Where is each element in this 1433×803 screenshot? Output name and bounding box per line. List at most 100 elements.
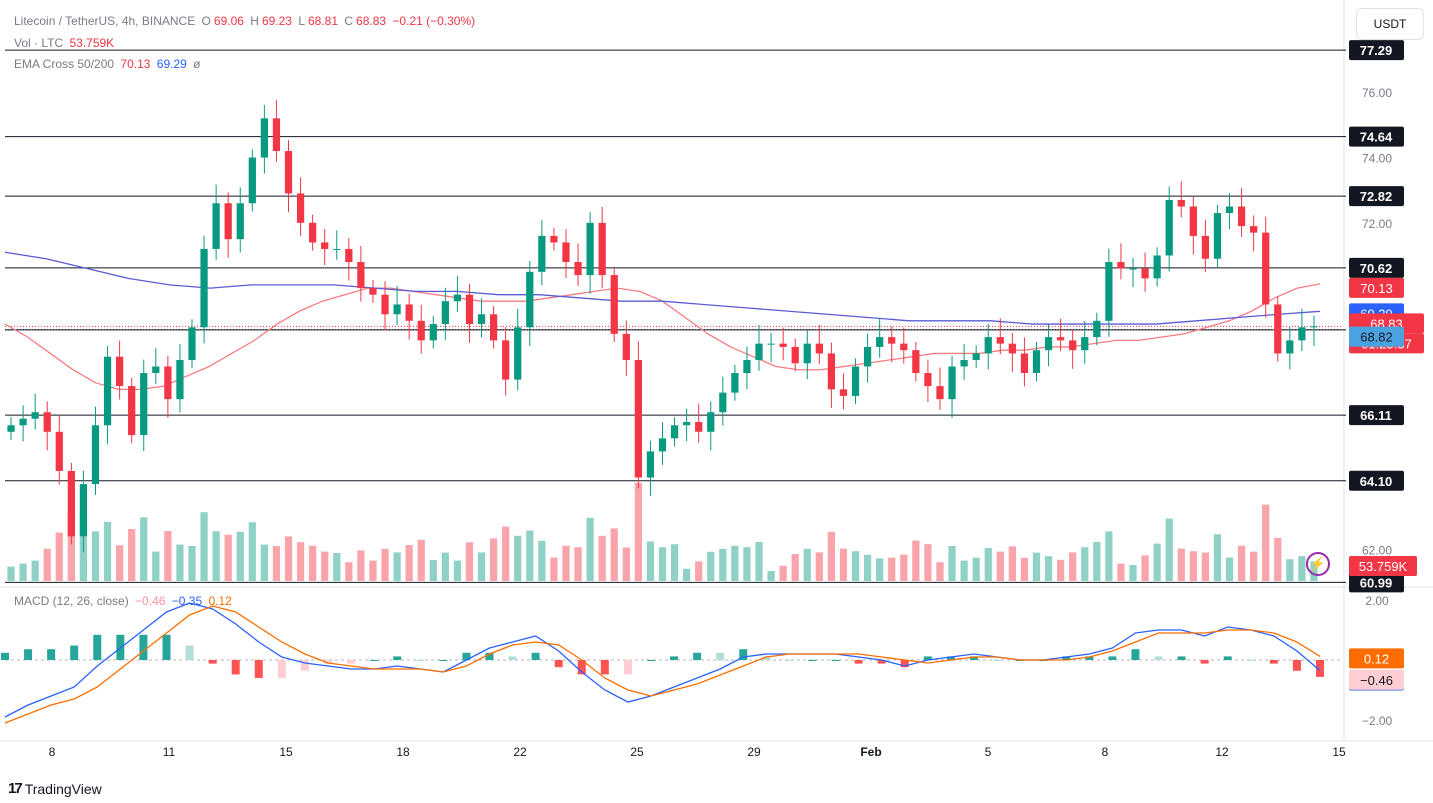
macd-histogram-bar [623,660,632,675]
volume-bar [803,548,811,581]
change-value: −0.21 (−0.30%) [392,14,476,28]
open-label: O [201,14,211,28]
volume-bar [429,560,437,581]
candle-body [164,366,172,400]
candle-body [393,304,401,315]
level-label: 60.99 [1360,575,1393,590]
macd-histogram-bar [300,660,309,671]
candle-body [369,288,377,295]
candle-body [1177,199,1185,207]
lightning-icon[interactable]: ⚡ [1306,552,1330,576]
macd-histogram-bar [808,660,817,661]
currency-button[interactable]: USDT [1356,8,1424,40]
macd-histogram-bar [762,656,771,660]
time-tick: 12 [1215,745,1229,759]
macd-histogram-bar [785,660,794,661]
level-label-bg [1349,257,1404,278]
macd-histogram-bar [1062,656,1071,660]
volume-bar [731,545,739,581]
macd-hist-label: −0.46 [1360,673,1393,688]
level-label: 77.29 [1360,43,1393,58]
volume-bar [224,534,232,581]
candle-body [683,422,691,426]
ema-label: EMA Cross 50/200 [14,57,115,71]
open-value: 69.06 [213,14,244,28]
macd-tick: −2.00 [1362,714,1393,728]
candle-body [827,353,836,390]
volume-bar [1262,504,1270,581]
brand-name: TradingView [24,780,102,797]
volume-bar [851,551,860,581]
candle-body [260,118,268,158]
level-label: 74.64 [1360,130,1393,145]
candle-body [839,389,848,396]
candle-body [333,248,341,250]
ema50-price-label: 70.13 [1360,281,1393,296]
close-label: C [344,14,354,28]
volume-bar [309,545,317,581]
volume-bar [1165,518,1173,581]
candle-body [731,373,739,393]
volume-bar [863,554,872,581]
macd-histogram-bar [439,660,448,661]
macd-histogram-bar [347,660,356,664]
macd-histogram-bar [1292,660,1301,671]
candle-body [670,425,679,439]
macd-legend: MACD (12, 26, close) −0.46 −0.35 0.12 [14,594,235,608]
candle-body [345,248,353,263]
candle-body [1237,206,1246,227]
volume-bar [67,512,75,581]
candle-body [1081,337,1089,351]
candle-body [1262,232,1270,305]
macd-histogram-bar [93,634,102,660]
candle-body [719,392,727,413]
candle-body [1032,350,1041,374]
volume-bar [176,544,184,581]
candle-body [791,346,799,364]
bid-price-label: 68.82 [1360,330,1393,345]
macd-histogram-bar [923,656,932,660]
volume-bar [128,529,136,581]
level-label-bg [1349,470,1404,491]
candle-body [888,337,896,344]
tradingview-brand: 17 TradingView [8,780,102,797]
macd-histogram-bar [70,645,79,660]
candle-body [248,157,256,204]
macd-histogram-bar [693,652,702,660]
volume-bar [489,538,498,581]
symbol-title: Litecoin / TetherUS, 4h, BINANCE [14,14,196,28]
volume-bar [550,557,558,581]
candle-body [321,242,329,249]
candle-body [936,386,944,400]
volume-bar [972,557,980,581]
candle-body [646,451,655,478]
macd-histogram-bar [1246,660,1255,661]
candle-body [658,438,667,452]
macd-histogram-bar [139,634,148,660]
volume-bar [417,539,425,581]
macd-histogram-bar [1,652,9,660]
volume-bar [115,545,124,581]
volume-bar [91,531,100,581]
volume-bar [43,548,51,581]
volume-bar [1069,552,1077,581]
volume-bar [646,541,655,581]
candle-body [972,353,980,360]
volume-bar [200,512,208,581]
time-tick: 5 [985,745,992,759]
volume-bar [1298,556,1306,581]
volume-bar [152,551,160,581]
volume-bar [1153,543,1161,581]
candle-body [502,340,510,380]
macd-histogram-bar [485,652,494,660]
candle-body [960,359,968,367]
candle-body [31,412,39,419]
candle-body [381,294,389,315]
volume-bar [888,557,896,581]
candle-body [1153,255,1161,279]
candle-body [477,314,486,325]
tradingview-logo-icon: 17 [8,780,23,797]
candle-body [984,337,992,354]
volume-bar [683,568,691,581]
